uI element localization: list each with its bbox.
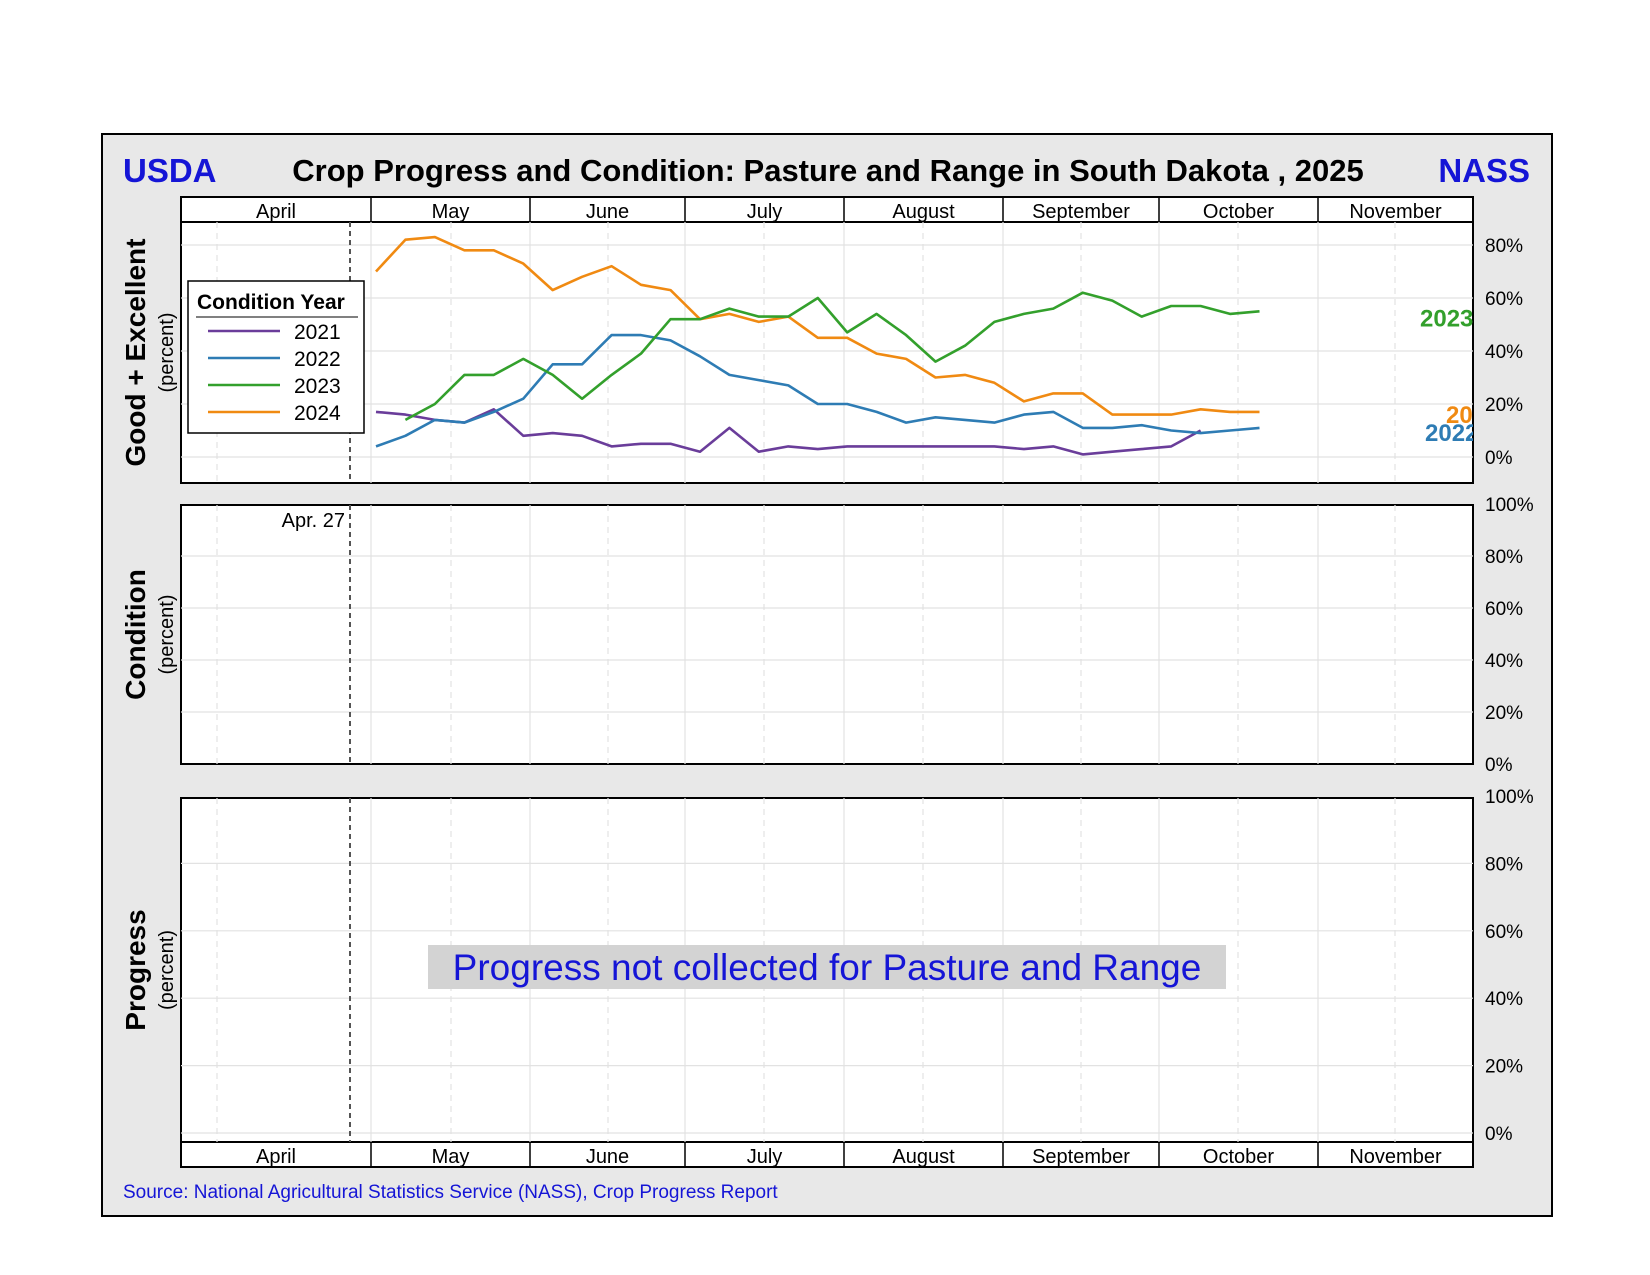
bottom-month-bar bbox=[180, 1141, 1474, 1168]
series-line-2022 bbox=[375, 333, 1260, 448]
progress-ylabel-sub: (percent) bbox=[156, 930, 178, 1010]
top-month-label: April bbox=[256, 201, 296, 223]
chart-title: Crop Progress and Condition: Pasture and… bbox=[292, 153, 1363, 188]
top-month-label: October bbox=[1203, 201, 1274, 223]
top-month-label: September bbox=[1032, 201, 1130, 223]
legend-title: Condition Year bbox=[197, 291, 345, 314]
condition-ylabel-sub: (percent) bbox=[156, 594, 178, 674]
legend-label-2022: 2022 bbox=[294, 348, 341, 371]
marker-label: Apr. 27 bbox=[282, 510, 345, 532]
series-line-2024 bbox=[375, 235, 1260, 416]
bottom-month-label: August bbox=[892, 1146, 955, 1168]
chart-panels: April May June July August September October No… bbox=[120, 196, 1534, 1168]
top-month-label: June bbox=[586, 201, 629, 223]
condition-tick-label: 60% bbox=[1485, 599, 1523, 620]
bottom-month-label: July bbox=[747, 1146, 783, 1168]
progress-notice-bg bbox=[428, 945, 1226, 989]
bottom-month-label: May bbox=[432, 1146, 470, 1168]
good_excellent-ylabel: Good + Excellent bbox=[120, 239, 151, 467]
progress-tick-label: 60% bbox=[1485, 922, 1523, 943]
condition-ylabel: Condition bbox=[120, 569, 151, 700]
legend-label-2024: 2024 bbox=[294, 402, 341, 425]
legend-label-2021: 2021 bbox=[294, 321, 341, 344]
series-end-label: 2022 bbox=[1425, 420, 1478, 447]
good_excellent-tick-label: 0% bbox=[1485, 448, 1513, 469]
chart-source: Source: National Agricultural Statistics… bbox=[123, 1182, 778, 1203]
legend-label-2023: 2023 bbox=[294, 375, 341, 398]
progress-tick-label: 40% bbox=[1485, 989, 1523, 1010]
series-end-label: 2023 bbox=[1420, 306, 1473, 333]
progress-tick-label: 20% bbox=[1485, 1057, 1523, 1078]
usda-logo: USDA bbox=[123, 152, 217, 189]
top-month-bar bbox=[180, 196, 1474, 223]
good_excellent-plot-area bbox=[180, 221, 1474, 484]
good_excellent-tick-label: 40% bbox=[1485, 342, 1523, 363]
condition-tick-label: 0% bbox=[1485, 755, 1513, 776]
bottom-month-label: June bbox=[586, 1146, 629, 1168]
bottom-month-label: September bbox=[1032, 1146, 1130, 1168]
series-line-2021 bbox=[375, 407, 1202, 456]
condition-tick-label: 80% bbox=[1485, 547, 1523, 568]
good_excellent-ylabel-sub: (percent) bbox=[156, 312, 178, 392]
progress-tick-label: 0% bbox=[1485, 1124, 1513, 1145]
progress-ylabel: Progress bbox=[120, 909, 151, 1030]
progress-notice: Progress not collected for Pasture and R… bbox=[453, 947, 1202, 988]
condition-tick-label: 40% bbox=[1485, 651, 1523, 672]
bottom-month-label: October bbox=[1203, 1146, 1274, 1168]
progress-tick-label: 100% bbox=[1485, 787, 1534, 808]
condition-plot-area bbox=[180, 504, 1474, 765]
condition-tick-label: 20% bbox=[1485, 703, 1523, 724]
series-end-label: 20 bbox=[1446, 402, 1473, 429]
top-month-label: May bbox=[432, 201, 470, 223]
good_excellent-tick-label: 80% bbox=[1485, 236, 1523, 257]
condition-tick-label: 100% bbox=[1485, 495, 1534, 516]
bottom-month-label: April bbox=[256, 1146, 296, 1168]
progress-tick-label: 80% bbox=[1485, 854, 1523, 875]
bottom-month-label: November bbox=[1349, 1146, 1442, 1168]
nass-logo: NASS bbox=[1438, 152, 1530, 189]
good_excellent-tick-label: 20% bbox=[1485, 395, 1523, 416]
top-month-label: November bbox=[1349, 201, 1442, 223]
good_excellent-tick-label: 60% bbox=[1485, 289, 1523, 310]
top-month-label: July bbox=[747, 201, 783, 223]
top-month-label: August bbox=[892, 201, 955, 223]
series-line-2023 bbox=[404, 291, 1260, 422]
